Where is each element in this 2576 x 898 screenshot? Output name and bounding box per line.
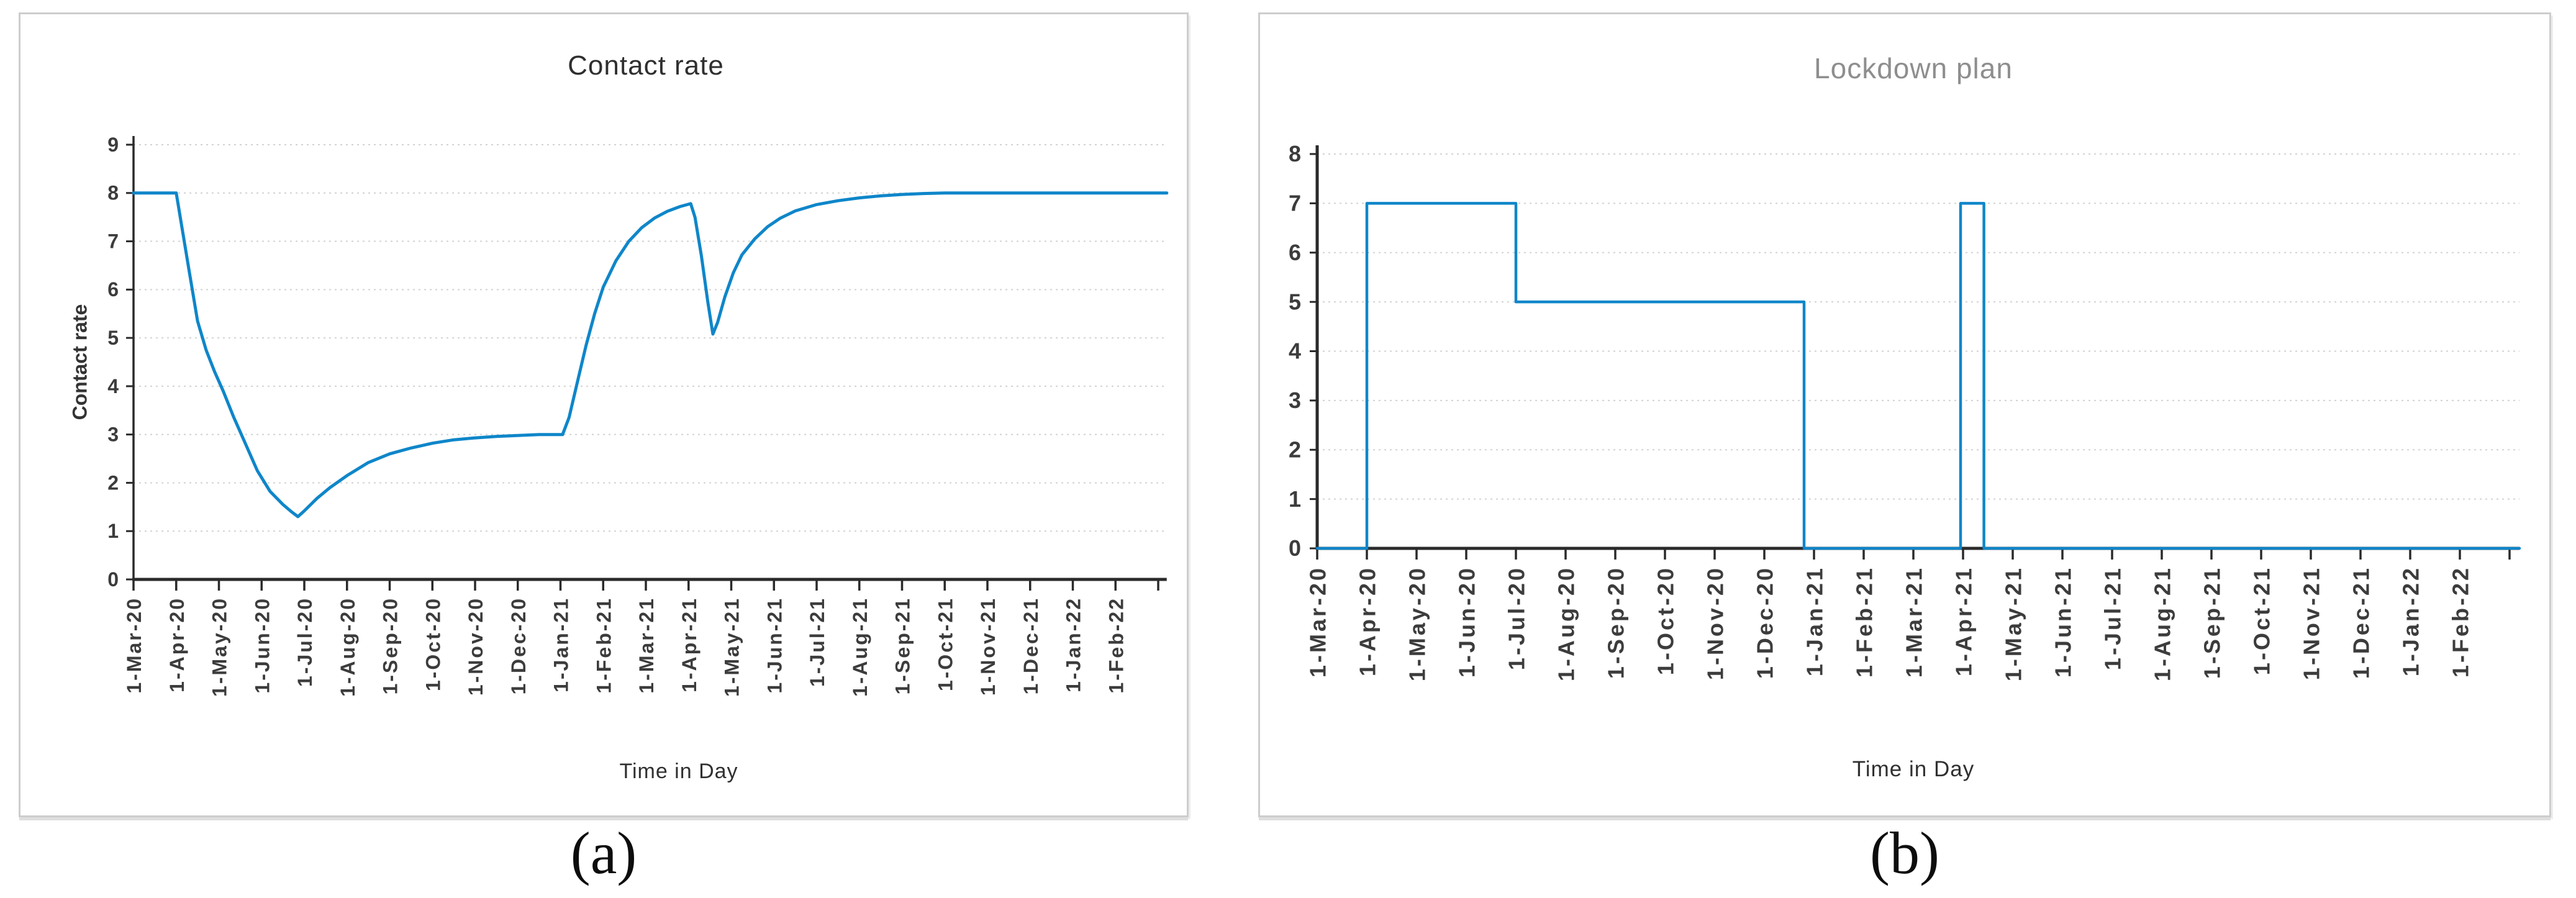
- x-tick-label: 1-May-21: [2001, 566, 2026, 681]
- x-tick-label: 1-Nov-20: [465, 597, 487, 696]
- x-tick-label: 1-May-20: [209, 597, 231, 697]
- x-tick-labels: 1-Mar-20 1-Apr-20 1-May-20 1-Jun-20 1-Jul-20…: [123, 597, 1127, 697]
- x-tick-label: 1-Nov-20: [1703, 566, 1728, 680]
- y-tick-label: 4: [107, 375, 119, 397]
- x-tick-label: 1-Jan-21: [1802, 566, 1828, 676]
- x-tick-label: 1-May-20: [1405, 566, 1430, 681]
- x-tick-label: 1-Feb-21: [592, 597, 615, 694]
- x-tick-label: 1-Jul-21: [2100, 566, 2126, 670]
- x-tick-label: 1-Dec-20: [507, 597, 530, 694]
- caption-b: (b): [1870, 820, 1939, 886]
- x-tick-label: 1-Dec-21: [1020, 597, 1042, 694]
- x-tick-label: 1-Jun-20: [1454, 566, 1480, 678]
- x-tick-label: 1-Jun-20: [251, 597, 273, 694]
- x-tick-label: 1-Jan-22: [2398, 566, 2424, 676]
- contact-rate-line: [132, 191, 1169, 519]
- y-gridlines: [1317, 153, 2519, 500]
- y-tick-labels: 0 1 2 3 4 5 6 7 8: [1289, 141, 1301, 561]
- x-tick-label: 1-Mar-20: [123, 597, 145, 694]
- x-tick-label: 1-Aug-21: [849, 597, 871, 697]
- chart-a-x-axis-title: Time in Day: [619, 760, 738, 783]
- y-tick-label: 7: [1289, 191, 1301, 216]
- panel-b: 0 1 2 3 4 5 6 7 8 1-Mar-20 1-Apr-20 1-May-20 1-Jun-2…: [1258, 12, 2551, 817]
- x-tick-label: 1-Oct-20: [1653, 566, 1679, 675]
- x-tick-labels: 1-Mar-20 1-Apr-20 1-May-20 1-Jun-20 1-Jul-20…: [1305, 566, 2474, 681]
- x-tick-label: 1-Feb-22: [1105, 597, 1127, 694]
- x-tick-label: 1-Mar-21: [635, 597, 658, 694]
- chart-b-title: Lockdown plan: [1814, 52, 2013, 84]
- x-tick-label: 1-Feb-21: [1852, 566, 1877, 678]
- y-tick-label: 8: [1289, 141, 1301, 166]
- y-tick-label: 4: [1289, 338, 1301, 364]
- x-tick-label: 1-Sep-20: [379, 597, 402, 694]
- x-tick-label: 1-Jun-21: [2051, 566, 2076, 678]
- y-tick-label: 0: [107, 568, 119, 591]
- chart-b-x-axis-title: Time in Day: [1852, 757, 1975, 781]
- x-tick-label: 1-Aug-20: [337, 597, 359, 697]
- x-tick-label: 1-Oct-21: [934, 597, 956, 691]
- y-tick-label: 7: [107, 230, 119, 252]
- lockdown-plan-line: [1315, 202, 2521, 550]
- x-tick-label: 1-Sep-21: [892, 597, 914, 694]
- y-tick-label: 1: [1289, 486, 1301, 512]
- x-tick-label: 1-Apr-21: [678, 597, 701, 692]
- y-tick-label: 0: [1289, 535, 1301, 561]
- x-tick-label: 1-Jul-20: [1504, 566, 1530, 670]
- y-tick-label: 3: [1289, 388, 1301, 413]
- x-tick-label: 1-Sep-20: [1603, 566, 1629, 679]
- y-gridlines: [134, 144, 1167, 532]
- x-tick-label: 1-Jan-22: [1063, 597, 1085, 692]
- y-tick-label: 5: [107, 327, 119, 349]
- lockdown-plan-chart: 0 1 2 3 4 5 6 7 8 1-Mar-20 1-Apr-20 1-May-20 1-Jun-2…: [1289, 141, 2521, 681]
- x-tick-label: 1-Nov-21: [977, 597, 999, 696]
- contact-rate-chart: 0 1 2 3 4 5 6 7 8 9 1-Mar-20 1-Apr-20 1-May-20 1-Jun-…: [107, 134, 1169, 697]
- chart-a-title: Contact rate: [568, 50, 724, 81]
- y-tick-label: 3: [107, 424, 119, 446]
- y-tick-label: 2: [1289, 437, 1301, 462]
- x-tick-label: 1-Jan-21: [550, 597, 573, 692]
- y-tick-label: 1: [107, 520, 119, 542]
- y-tick-label: 6: [107, 278, 119, 301]
- x-tick-label: 1-Mar-21: [1902, 566, 1927, 678]
- x-tick-label: 1-May-21: [721, 597, 743, 697]
- axes: [1310, 145, 2519, 560]
- x-tick-label: 1-Jun-21: [763, 597, 786, 694]
- x-tick-label: 1-Dec-20: [1753, 566, 1778, 679]
- x-tick-label: 1-Apr-20: [1355, 566, 1381, 676]
- x-tick-label: 1-Oct-21: [2249, 566, 2275, 675]
- x-tick-label: 1-Jul-21: [806, 597, 828, 687]
- x-tick-label: 1-Dec-21: [2349, 566, 2374, 679]
- caption-a: (a): [570, 820, 637, 886]
- x-tick-label: 1-Mar-20: [1305, 566, 1331, 678]
- chart-a-y-axis-title: Contact rate: [68, 304, 91, 420]
- x-tick-label: 1-Aug-21: [2150, 566, 2175, 681]
- y-tick-label: 6: [1289, 240, 1301, 265]
- x-tick-label: 1-Feb-22: [2448, 566, 2474, 678]
- x-tick-label: 1-Nov-21: [2299, 566, 2324, 680]
- x-tick-label: 1-Apr-20: [166, 597, 188, 692]
- y-tick-label: 8: [107, 182, 119, 204]
- y-tick-label: 5: [1289, 289, 1301, 314]
- y-tick-labels: 0 1 2 3 4 5 6 7 8 9: [107, 134, 119, 591]
- x-tick-label: 1-Jul-20: [294, 597, 316, 687]
- y-tick-label: 9: [107, 134, 119, 156]
- x-tick-label: 1-Oct-20: [422, 597, 444, 691]
- axes: [126, 136, 1167, 591]
- panel-a: 0 1 2 3 4 5 6 7 8 9 1-Mar-20 1-Apr-20 1-May-20 1-Jun-…: [19, 12, 1189, 817]
- x-tick-label: 1-Apr-21: [1951, 566, 1977, 676]
- x-tick-label: 1-Aug-20: [1554, 566, 1579, 681]
- x-tick-label: 1-Sep-21: [2200, 566, 2225, 679]
- y-tick-label: 2: [107, 471, 119, 494]
